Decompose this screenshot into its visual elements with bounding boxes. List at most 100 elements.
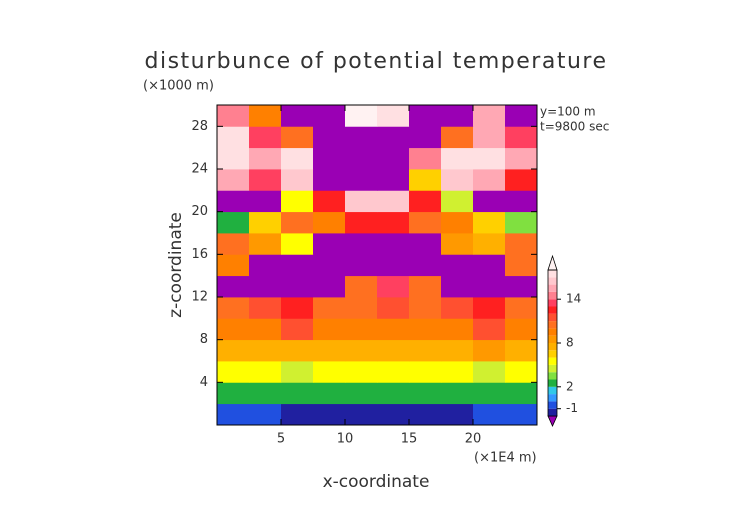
field-cell — [281, 254, 314, 277]
field-cell — [313, 318, 346, 341]
field-cell — [441, 211, 474, 234]
field-cell — [345, 147, 378, 170]
field-cell — [473, 105, 506, 127]
field-cell — [217, 211, 250, 234]
field-cell — [345, 297, 378, 319]
colorbar-segment — [548, 350, 557, 358]
field-cell — [281, 211, 314, 234]
field-cell — [249, 318, 282, 341]
field-cell — [345, 190, 378, 213]
field-cell — [345, 318, 378, 341]
field-cell — [345, 254, 378, 277]
field-cell — [473, 275, 506, 298]
field-cell — [281, 147, 314, 170]
y-tick-label: 12 — [191, 290, 208, 305]
field-cell — [377, 126, 410, 149]
annotation: y=100 m — [540, 105, 596, 119]
field-cell — [345, 339, 378, 362]
colorbar-segment — [548, 321, 557, 329]
field-cell — [377, 105, 410, 127]
field-cell — [217, 382, 250, 405]
field-cell — [505, 233, 538, 255]
field-cell — [441, 169, 474, 191]
colorbar-segment — [548, 357, 557, 365]
field-cell — [217, 169, 250, 191]
field-cell — [345, 105, 378, 127]
x-tick-label: 5 — [277, 432, 285, 447]
y-tick-label: 4 — [200, 375, 208, 390]
field-cell — [409, 126, 442, 149]
field-cell — [441, 339, 474, 362]
field-cell — [505, 403, 538, 426]
field-cell — [473, 169, 506, 191]
field-cell — [505, 147, 538, 170]
field-cell — [505, 361, 538, 383]
field-cell — [217, 190, 250, 213]
field-cell — [313, 361, 346, 383]
field-cell — [505, 126, 538, 149]
field-cell — [409, 254, 442, 277]
field-cell — [313, 254, 346, 277]
y-tick-label: 8 — [200, 332, 208, 347]
field-cell — [249, 339, 282, 362]
field-cell — [505, 254, 538, 277]
field-cell — [505, 190, 538, 213]
field-cell — [281, 403, 314, 426]
field-cell — [505, 339, 538, 362]
field-cell — [409, 318, 442, 341]
field-cell — [313, 211, 346, 234]
field-cell — [249, 403, 282, 426]
field-cell — [281, 318, 314, 341]
field-cell — [505, 169, 538, 191]
field-cell — [441, 297, 474, 319]
plot-frame — [216, 104, 538, 426]
field-cell — [441, 275, 474, 298]
colorbar-segment — [548, 313, 557, 322]
field-cell — [345, 169, 378, 191]
field-cell — [377, 361, 410, 383]
colorbar-segment — [548, 401, 557, 409]
field-cell — [377, 254, 410, 277]
field-cell — [217, 233, 250, 255]
field-cell — [409, 147, 442, 170]
field-cell — [473, 190, 506, 213]
field-cell — [377, 233, 410, 255]
field-cell — [217, 361, 250, 383]
y-tick-label: 24 — [191, 162, 208, 177]
field-cell — [249, 254, 282, 277]
field-cell — [281, 275, 314, 298]
field-cell — [473, 254, 506, 277]
annotation: t=9800 sec — [540, 120, 609, 134]
field-cell — [473, 361, 506, 383]
field-cell — [345, 126, 378, 149]
field-cell — [249, 126, 282, 149]
field-cell — [217, 403, 250, 426]
field-cell — [441, 403, 474, 426]
field-cell — [505, 105, 538, 127]
field-cell — [313, 403, 346, 426]
field-cell — [281, 190, 314, 213]
field-cell — [441, 254, 474, 277]
field-cell — [473, 147, 506, 170]
field-cell — [281, 382, 314, 405]
colorbar-segment — [548, 270, 557, 278]
field-cell — [505, 297, 538, 319]
y-tick-label: 16 — [191, 247, 208, 262]
field-cell — [345, 211, 378, 234]
field-cell — [377, 190, 410, 213]
x-axis-label: x-coordinate — [323, 472, 430, 492]
colorbar-segment — [548, 386, 557, 395]
field-cell — [313, 169, 346, 191]
field-cell — [377, 318, 410, 341]
field-cell — [409, 403, 442, 426]
colorbar-segment — [548, 364, 557, 373]
field-cell — [313, 126, 346, 149]
field-cell — [409, 211, 442, 234]
field-cell — [409, 361, 442, 383]
field-cell — [409, 233, 442, 255]
field-cell — [281, 297, 314, 319]
field-cell — [441, 382, 474, 405]
field-cell — [217, 105, 250, 127]
y-tick-label: 28 — [191, 119, 208, 134]
